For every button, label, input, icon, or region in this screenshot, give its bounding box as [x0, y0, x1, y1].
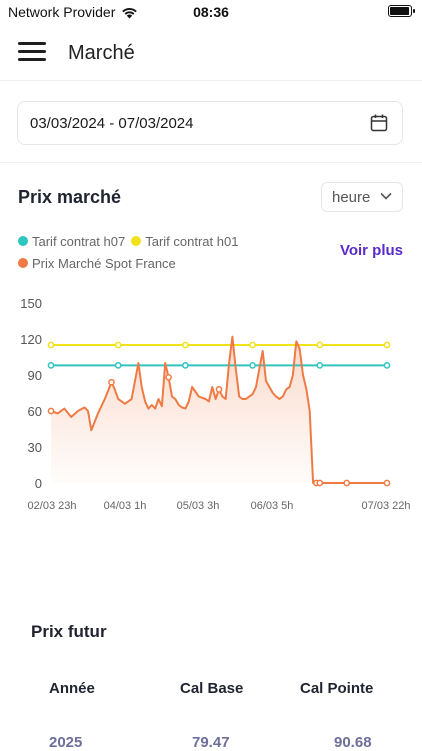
- data-point-prix-march-spot-france[interactable]: [343, 479, 351, 487]
- spot-area-fill: [51, 336, 387, 483]
- data-point-prix-march-spot-france[interactable]: [108, 378, 115, 386]
- cell-cal-pointe: 90.68: [334, 734, 372, 751]
- cell-year: 2025: [49, 734, 83, 751]
- legend-label-spot: Prix Marché Spot France: [32, 255, 176, 271]
- market-price-chart: 150 120 90 60 30 0 02/03 23h 04/03 1h 05/03 3h 0…: [20, 296, 411, 512]
- legend-dot-h01: [131, 236, 142, 246]
- x-tick-label: 02/03 23h: [28, 500, 77, 512]
- y-tick-label: 150: [20, 296, 42, 311]
- granularity-value: heure: [332, 189, 371, 206]
- date-range-value: 03/03/2024 - 07/03/2024: [30, 115, 194, 132]
- wifi-icon: [122, 7, 138, 18]
- y-tick-label: 30: [28, 440, 42, 455]
- chevron-down-icon: [380, 192, 392, 200]
- data-point-prix-march-spot-france[interactable]: [47, 407, 55, 415]
- data-point-tarif-contrat-h07[interactable]: [249, 362, 256, 369]
- data-point-tarif-contrat-h07[interactable]: [47, 362, 55, 369]
- data-point-tarif-contrat-h07[interactable]: [114, 362, 122, 369]
- data-point-tarif-contrat-h01[interactable]: [182, 341, 189, 349]
- page-title: Marché: [68, 42, 135, 64]
- legend-dot-spot: [18, 258, 28, 268]
- chart-legend: Tarif contrat h07 Tarif contrat h01 Prix…: [18, 230, 244, 274]
- data-point-tarif-contrat-h01[interactable]: [383, 341, 391, 349]
- data-point-tarif-contrat-h07[interactable]: [182, 362, 189, 369]
- calendar-icon: [370, 114, 388, 132]
- x-tick-label: 07/03 22h: [362, 500, 411, 512]
- hamburger-menu-icon[interactable]: [18, 42, 46, 62]
- data-point-tarif-contrat-h07[interactable]: [383, 362, 391, 369]
- x-tick-label: 05/03 3h: [177, 500, 220, 512]
- series-line-prix-march-spot-france: [50, 335, 387, 484]
- data-point-tarif-contrat-h01[interactable]: [249, 341, 256, 349]
- cell-cal-base: 79.47: [192, 734, 230, 751]
- carrier-label: Network Provider: [8, 4, 116, 20]
- app-header: Marché: [0, 30, 422, 81]
- market-price-title: Prix marché: [18, 187, 122, 207]
- data-point-tarif-contrat-h01[interactable]: [47, 341, 55, 349]
- legend-label-h01: Tarif contrat h01: [145, 233, 239, 249]
- granularity-dropdown[interactable]: heure: [321, 182, 403, 212]
- status-bar: Network Provider 08:36: [0, 0, 422, 24]
- data-point-tarif-contrat-h01[interactable]: [114, 341, 122, 349]
- status-time: 08:36: [193, 4, 229, 20]
- data-point-prix-march-spot-france[interactable]: [165, 374, 172, 381]
- legend-dot-h07: [18, 236, 28, 246]
- data-point-prix-march-spot-france[interactable]: [215, 386, 223, 393]
- date-range-picker[interactable]: 03/03/2024 - 07/03/2024: [17, 101, 403, 145]
- data-point-prix-march-spot-france[interactable]: [316, 479, 324, 487]
- y-tick-label: 90: [28, 368, 42, 383]
- y-tick-label: 60: [28, 404, 42, 419]
- battery-icon: [388, 5, 415, 17]
- y-tick-label: 0: [35, 476, 42, 491]
- data-point-tarif-contrat-h07[interactable]: [316, 362, 324, 369]
- battery-fill: [390, 7, 409, 15]
- section-divider: [0, 162, 422, 163]
- legend-item-h07[interactable]: Tarif contrat h07: [18, 234, 125, 249]
- column-header-year: Année: [49, 680, 95, 697]
- legend-item-h01[interactable]: Tarif contrat h01: [131, 234, 238, 249]
- data-point-tarif-contrat-h01[interactable]: [316, 341, 324, 349]
- legend-item-spot[interactable]: Prix Marché Spot France: [18, 256, 176, 271]
- column-header-cal-base: Cal Base: [180, 680, 244, 697]
- future-price-title: Prix futur: [31, 622, 107, 641]
- x-tick-label: 06/03 5h: [251, 500, 294, 512]
- status-left: Network Provider: [8, 4, 138, 20]
- legend-label-h07: Tarif contrat h07: [32, 233, 126, 249]
- x-tick-label: 04/03 1h: [104, 500, 147, 512]
- y-tick-label: 120: [20, 332, 42, 347]
- column-header-cal-pointe: Cal Pointe: [300, 680, 374, 697]
- see-more-link[interactable]: Voir plus: [339, 242, 403, 259]
- data-point-prix-march-spot-france[interactable]: [383, 479, 391, 487]
